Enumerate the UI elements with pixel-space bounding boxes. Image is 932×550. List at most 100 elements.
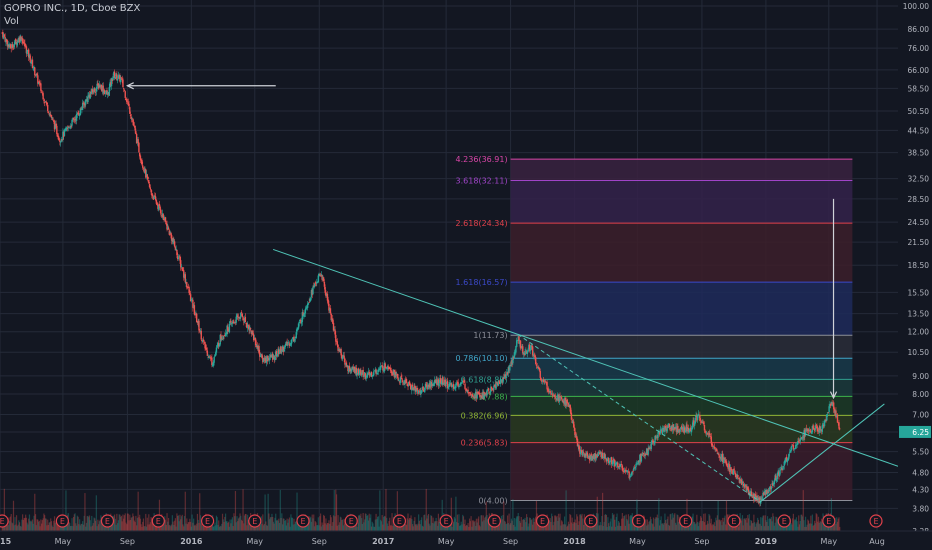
candle-body bbox=[672, 424, 674, 430]
candle-body bbox=[649, 447, 652, 449]
volume-bar bbox=[396, 491, 398, 531]
fib-level-label: 0.618(8.80) bbox=[461, 375, 508, 384]
candle-body bbox=[385, 367, 387, 369]
candle-body bbox=[731, 469, 733, 471]
candle-body bbox=[616, 462, 618, 464]
candle-body bbox=[775, 477, 778, 482]
candle-body bbox=[256, 345, 258, 347]
volume-bar bbox=[624, 515, 626, 531]
volume-bar bbox=[757, 517, 759, 531]
candle-body bbox=[685, 425, 687, 432]
candle-body bbox=[123, 89, 126, 91]
candle-body bbox=[90, 91, 92, 94]
candle-body bbox=[503, 377, 505, 379]
candle-body bbox=[47, 111, 50, 113]
candle-body bbox=[186, 287, 189, 288]
candle-body bbox=[832, 403, 834, 406]
volume-bar bbox=[830, 498, 832, 531]
candle-body bbox=[814, 425, 817, 430]
candle-body bbox=[214, 354, 216, 356]
candle-body bbox=[218, 343, 220, 347]
volume-bar bbox=[244, 513, 246, 531]
volume-bar bbox=[768, 518, 770, 531]
candle-body bbox=[387, 366, 389, 368]
candle-body bbox=[171, 238, 174, 242]
volume-bar bbox=[84, 493, 86, 531]
volume-bar bbox=[621, 518, 623, 531]
volume-bar bbox=[79, 525, 81, 531]
volume-bar bbox=[668, 524, 670, 531]
candle-body bbox=[214, 352, 217, 355]
volume-bar bbox=[113, 514, 116, 531]
candle-body bbox=[468, 392, 471, 393]
candle-body bbox=[486, 389, 488, 396]
candle-body bbox=[766, 490, 769, 495]
candle-body bbox=[38, 81, 41, 84]
candle-body bbox=[182, 270, 184, 271]
volume-bar bbox=[72, 517, 75, 531]
candle-body bbox=[751, 496, 754, 498]
candle-body bbox=[221, 338, 224, 340]
candle-body bbox=[146, 174, 148, 178]
volume-bar bbox=[604, 514, 606, 531]
volume-bar bbox=[310, 516, 312, 531]
candle-body bbox=[101, 86, 104, 91]
volume-bar bbox=[671, 513, 674, 531]
candle-body bbox=[543, 379, 545, 383]
time-tick-label: 2017 bbox=[372, 537, 394, 546]
candle-body bbox=[42, 93, 44, 100]
candle-body bbox=[40, 83, 42, 91]
volume-bar bbox=[560, 525, 562, 531]
earnings-marker-label: E bbox=[349, 517, 354, 526]
volume-bar bbox=[554, 515, 556, 531]
candle-body bbox=[708, 433, 710, 435]
candle-body bbox=[208, 356, 211, 358]
volume-bar bbox=[771, 521, 773, 531]
candle-body bbox=[429, 384, 431, 388]
volume-bar bbox=[86, 516, 88, 531]
volume-bar bbox=[259, 524, 261, 531]
volume-bar bbox=[441, 499, 443, 531]
volume-bar bbox=[235, 522, 237, 531]
candle-body bbox=[822, 424, 824, 427]
volume-bar bbox=[271, 513, 273, 531]
volume-bar bbox=[750, 520, 752, 531]
volume-bar bbox=[120, 515, 123, 531]
candle-body bbox=[132, 121, 135, 126]
volume-bar bbox=[407, 513, 409, 531]
volume-bar bbox=[30, 520, 32, 531]
volume-bar bbox=[438, 521, 440, 531]
volume-bar bbox=[535, 500, 538, 531]
candle-body bbox=[34, 67, 36, 76]
volume-bar bbox=[221, 513, 224, 531]
candle-body bbox=[522, 346, 524, 354]
volume-bar bbox=[655, 517, 658, 531]
volume-bar bbox=[817, 516, 820, 531]
candle-body bbox=[417, 390, 420, 394]
volume-bar bbox=[776, 517, 778, 531]
candle-body bbox=[116, 78, 119, 81]
candle-body bbox=[655, 436, 657, 438]
time-tick-label: Sep bbox=[694, 537, 709, 546]
fib-level-label: 0(4.00) bbox=[478, 497, 507, 506]
candle-body bbox=[767, 490, 770, 493]
volume-bar bbox=[514, 526, 516, 531]
candle-body bbox=[788, 453, 790, 459]
candle-body bbox=[756, 497, 759, 500]
volume-bar bbox=[715, 517, 717, 531]
volume-bar bbox=[814, 523, 817, 531]
volume-bar bbox=[315, 522, 317, 531]
candle-body bbox=[356, 372, 358, 376]
candle-body bbox=[555, 397, 557, 399]
candle-body bbox=[203, 342, 205, 344]
candle-body bbox=[422, 386, 424, 391]
candle-body bbox=[823, 420, 826, 427]
volume-bar bbox=[17, 524, 19, 531]
candle-body bbox=[515, 345, 517, 353]
volume-bar bbox=[698, 522, 700, 531]
candle-body bbox=[319, 275, 322, 277]
volume-bar bbox=[27, 524, 29, 531]
candle-body bbox=[553, 395, 555, 396]
candle-body bbox=[72, 118, 74, 120]
